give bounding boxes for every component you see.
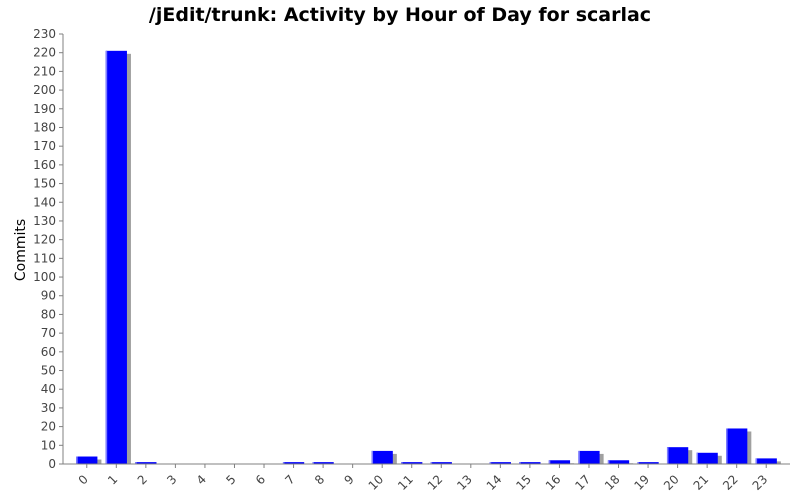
- x-tick-label: 13: [454, 472, 475, 493]
- x-tick-label: 19: [631, 472, 652, 493]
- x-tick-label: 0: [76, 472, 91, 487]
- y-tick-label: 190: [33, 102, 56, 116]
- x-tick-label: 22: [720, 472, 741, 493]
- x-tick-label: 3: [164, 472, 179, 487]
- bar-highlight: [282, 462, 285, 464]
- y-tick-label: 170: [33, 139, 56, 153]
- y-tick-label: 10: [41, 438, 56, 452]
- y-tick-label: 140: [33, 195, 56, 209]
- x-tick-label: 8: [312, 472, 327, 487]
- bar-highlight: [430, 462, 433, 464]
- bar-highlight: [105, 50, 108, 465]
- bar-highlight: [726, 428, 728, 464]
- x-tick-label: 21: [691, 472, 712, 493]
- y-tick-label: 130: [33, 214, 56, 228]
- y-tick-label: 20: [41, 420, 56, 434]
- y-tick-label: 180: [33, 120, 56, 134]
- bar: [548, 460, 571, 464]
- x-tick-label: 18: [602, 472, 623, 493]
- x-tick-label: 23: [750, 472, 771, 493]
- bar: [312, 462, 334, 464]
- bars: [76, 50, 781, 465]
- chart-title: /jEdit/trunk: Activity by Hour of Day fo…: [148, 4, 652, 26]
- y-tick-label: 220: [33, 46, 56, 60]
- x-tick-label: 12: [425, 472, 446, 493]
- bar: [666, 447, 689, 464]
- bar-highlight: [135, 462, 137, 464]
- bar: [726, 428, 748, 464]
- y-tick-label: 70: [41, 326, 56, 340]
- bar: [696, 452, 718, 464]
- y-tick-label: 40: [41, 382, 56, 396]
- bar-highlight: [489, 462, 492, 464]
- bar-highlight: [696, 452, 699, 464]
- x-tick-label: 9: [341, 472, 356, 487]
- bar: [637, 462, 659, 464]
- bar: [519, 462, 541, 464]
- x-tick-label: 7: [282, 472, 297, 487]
- bar: [135, 462, 157, 464]
- x-tick-label: 15: [513, 472, 534, 493]
- y-tick-label: 230: [33, 27, 56, 41]
- y-axis-ticks: 0 10 20 30 40 50 60 70 80 90 100 110 120 130 140 150 160…: [33, 27, 63, 471]
- y-tick-label: 150: [33, 177, 56, 191]
- y-tick-label: 110: [33, 251, 56, 265]
- bar-highlight: [519, 462, 521, 464]
- x-tick-label: 14: [484, 472, 505, 493]
- y-tick-label: 160: [33, 158, 56, 172]
- x-tick-label: 6: [253, 472, 268, 487]
- bar-highlight: [312, 462, 314, 464]
- bar-highlight: [371, 450, 374, 464]
- bar: [371, 450, 393, 464]
- bar-highlight: [637, 462, 639, 464]
- x-axis-ticks: 0 1 2 3 4 5 6 7 8 9 10 11 12 13 14 15 16 17 18 19 20 21 22 23: [76, 464, 771, 493]
- bar-highlight: [666, 447, 669, 464]
- y-tick-label: 80: [41, 307, 56, 321]
- bar: [105, 50, 127, 465]
- x-tick-label: 1: [105, 472, 120, 487]
- bar: [607, 460, 630, 464]
- bar: [755, 458, 777, 464]
- x-tick-label: 11: [395, 472, 416, 493]
- y-tick-label: 100: [33, 270, 56, 284]
- bar-highlight: [401, 462, 403, 464]
- x-tick-label: 2: [135, 472, 150, 487]
- bar: [489, 462, 511, 464]
- bar: [282, 462, 305, 464]
- y-tick-label: 50: [41, 364, 56, 378]
- x-tick-label: 10: [366, 472, 387, 493]
- bar-highlight: [755, 458, 758, 464]
- bar-highlight: [76, 456, 78, 464]
- x-tick-label: 20: [661, 472, 682, 493]
- y-tick-label: 30: [41, 401, 56, 415]
- bar-highlight: [578, 450, 580, 464]
- y-tick-label: 0: [48, 457, 56, 471]
- x-tick-label: 16: [543, 472, 564, 493]
- x-tick-label: 4: [194, 472, 209, 487]
- x-tick-label: 17: [572, 472, 593, 493]
- bar-highlight: [548, 460, 551, 464]
- axes: [62, 34, 790, 465]
- bar: [578, 450, 600, 464]
- y-tick-label: 120: [33, 233, 56, 247]
- bar: [430, 462, 452, 464]
- bar-highlight: [607, 460, 610, 464]
- y-tick-label: 200: [33, 83, 56, 97]
- bar: [76, 456, 98, 464]
- y-axis-label: Commits: [13, 219, 29, 281]
- x-tick-label: 5: [223, 472, 238, 487]
- bar: [401, 462, 423, 464]
- y-tick-label: 90: [41, 289, 56, 303]
- y-tick-label: 60: [41, 345, 56, 359]
- y-tick-label: 210: [33, 64, 56, 78]
